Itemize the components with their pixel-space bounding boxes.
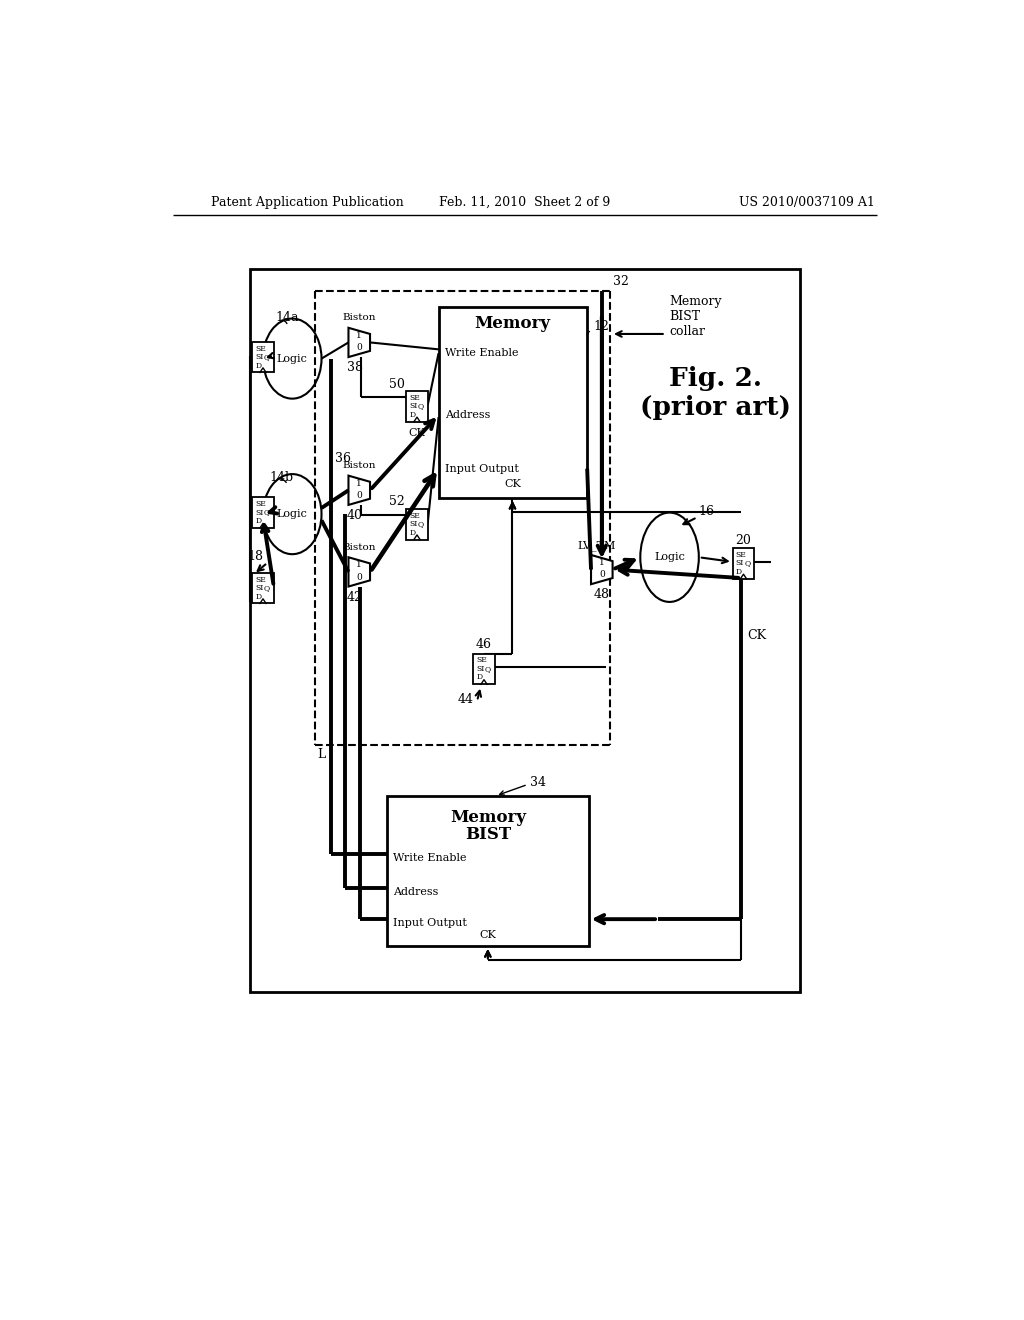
Text: SE: SE xyxy=(736,550,746,558)
Text: US 2010/0037109 A1: US 2010/0037109 A1 xyxy=(739,195,874,209)
Text: Q: Q xyxy=(484,665,490,673)
Polygon shape xyxy=(348,557,370,586)
Polygon shape xyxy=(591,554,612,585)
Bar xyxy=(252,573,273,603)
Text: SI: SI xyxy=(255,583,263,593)
Text: 1: 1 xyxy=(356,561,362,569)
Text: Q: Q xyxy=(744,560,751,568)
Text: Biston: Biston xyxy=(342,461,376,470)
Text: SI: SI xyxy=(255,508,263,516)
Bar xyxy=(407,508,428,540)
Text: 0: 0 xyxy=(356,573,362,582)
Text: SE: SE xyxy=(255,500,266,508)
Text: Input Output: Input Output xyxy=(444,463,518,474)
Text: CK: CK xyxy=(409,428,425,437)
Text: SE: SE xyxy=(410,512,420,520)
Text: 0: 0 xyxy=(356,491,362,500)
Bar xyxy=(407,391,428,422)
Text: 36: 36 xyxy=(335,453,350,465)
Text: 32: 32 xyxy=(613,275,629,288)
Text: 14b: 14b xyxy=(269,471,293,484)
Bar xyxy=(387,796,589,946)
Text: SE: SE xyxy=(255,576,266,583)
Bar xyxy=(473,653,495,684)
Text: Logic: Logic xyxy=(276,354,307,363)
Text: D: D xyxy=(410,411,416,418)
Text: D: D xyxy=(255,362,261,370)
Text: D: D xyxy=(736,568,742,576)
Text: Feb. 11, 2010  Sheet 2 of 9: Feb. 11, 2010 Sheet 2 of 9 xyxy=(439,195,610,209)
Text: LV_TM: LV_TM xyxy=(578,540,615,550)
Text: Biston: Biston xyxy=(342,543,376,552)
Text: L: L xyxy=(316,748,326,760)
Text: 40: 40 xyxy=(347,510,362,523)
Text: 42: 42 xyxy=(347,591,362,603)
Text: BIST: BIST xyxy=(465,826,511,843)
Text: 0: 0 xyxy=(599,570,605,579)
Text: 34: 34 xyxy=(530,776,546,788)
Text: Address: Address xyxy=(393,887,438,898)
Text: 16: 16 xyxy=(698,504,715,517)
Text: SI: SI xyxy=(736,560,744,568)
Text: 48: 48 xyxy=(594,589,610,602)
Bar xyxy=(252,342,273,372)
Text: Q: Q xyxy=(264,583,270,593)
Text: 18: 18 xyxy=(247,550,263,564)
Text: SI: SI xyxy=(410,403,418,411)
Text: Memory: Memory xyxy=(474,315,551,333)
Bar xyxy=(250,268,801,993)
Text: Patent Application Publication: Patent Application Publication xyxy=(211,195,404,209)
Text: D: D xyxy=(476,673,482,681)
Text: Fig. 2.
(prior art): Fig. 2. (prior art) xyxy=(640,366,792,420)
Text: Biston: Biston xyxy=(342,313,376,322)
Text: 44: 44 xyxy=(458,693,473,706)
Text: Q: Q xyxy=(264,508,270,516)
Text: SI: SI xyxy=(410,520,418,528)
Text: Q: Q xyxy=(264,352,270,362)
Text: Write Enable: Write Enable xyxy=(393,853,467,862)
Text: CK: CK xyxy=(504,479,521,490)
Text: Logic: Logic xyxy=(276,510,307,519)
Text: 52: 52 xyxy=(389,495,404,508)
Text: Input Output: Input Output xyxy=(393,917,467,928)
Text: 1: 1 xyxy=(599,558,605,568)
Text: 20: 20 xyxy=(735,533,752,546)
Bar xyxy=(733,548,755,578)
Text: SE: SE xyxy=(410,393,420,401)
Text: Q: Q xyxy=(418,403,424,411)
Text: Address: Address xyxy=(444,409,490,420)
Text: Memory: Memory xyxy=(450,809,526,826)
Text: 1: 1 xyxy=(356,331,362,341)
Text: Logic: Logic xyxy=(654,552,685,562)
Text: CK: CK xyxy=(479,929,497,940)
Text: 0: 0 xyxy=(356,343,362,352)
Text: 12: 12 xyxy=(593,319,609,333)
Text: SI: SI xyxy=(255,352,263,362)
Text: Write Enable: Write Enable xyxy=(444,348,518,358)
Text: D: D xyxy=(255,593,261,601)
Text: D: D xyxy=(255,517,261,525)
Text: 46: 46 xyxy=(476,638,492,651)
Bar xyxy=(438,308,587,498)
Polygon shape xyxy=(348,475,370,506)
Text: 38: 38 xyxy=(347,362,362,375)
Polygon shape xyxy=(348,327,370,358)
Text: Q: Q xyxy=(418,520,424,528)
Text: CK: CK xyxy=(748,630,766,643)
Text: 50: 50 xyxy=(389,378,404,391)
Text: D: D xyxy=(410,528,416,537)
Text: Memory
BIST
collar: Memory BIST collar xyxy=(670,294,722,338)
Text: 14a: 14a xyxy=(275,312,299,325)
Bar xyxy=(252,498,273,528)
Text: SE: SE xyxy=(255,345,266,352)
Text: 1: 1 xyxy=(356,479,362,488)
Text: SI: SI xyxy=(476,665,484,673)
Text: SE: SE xyxy=(476,656,487,664)
